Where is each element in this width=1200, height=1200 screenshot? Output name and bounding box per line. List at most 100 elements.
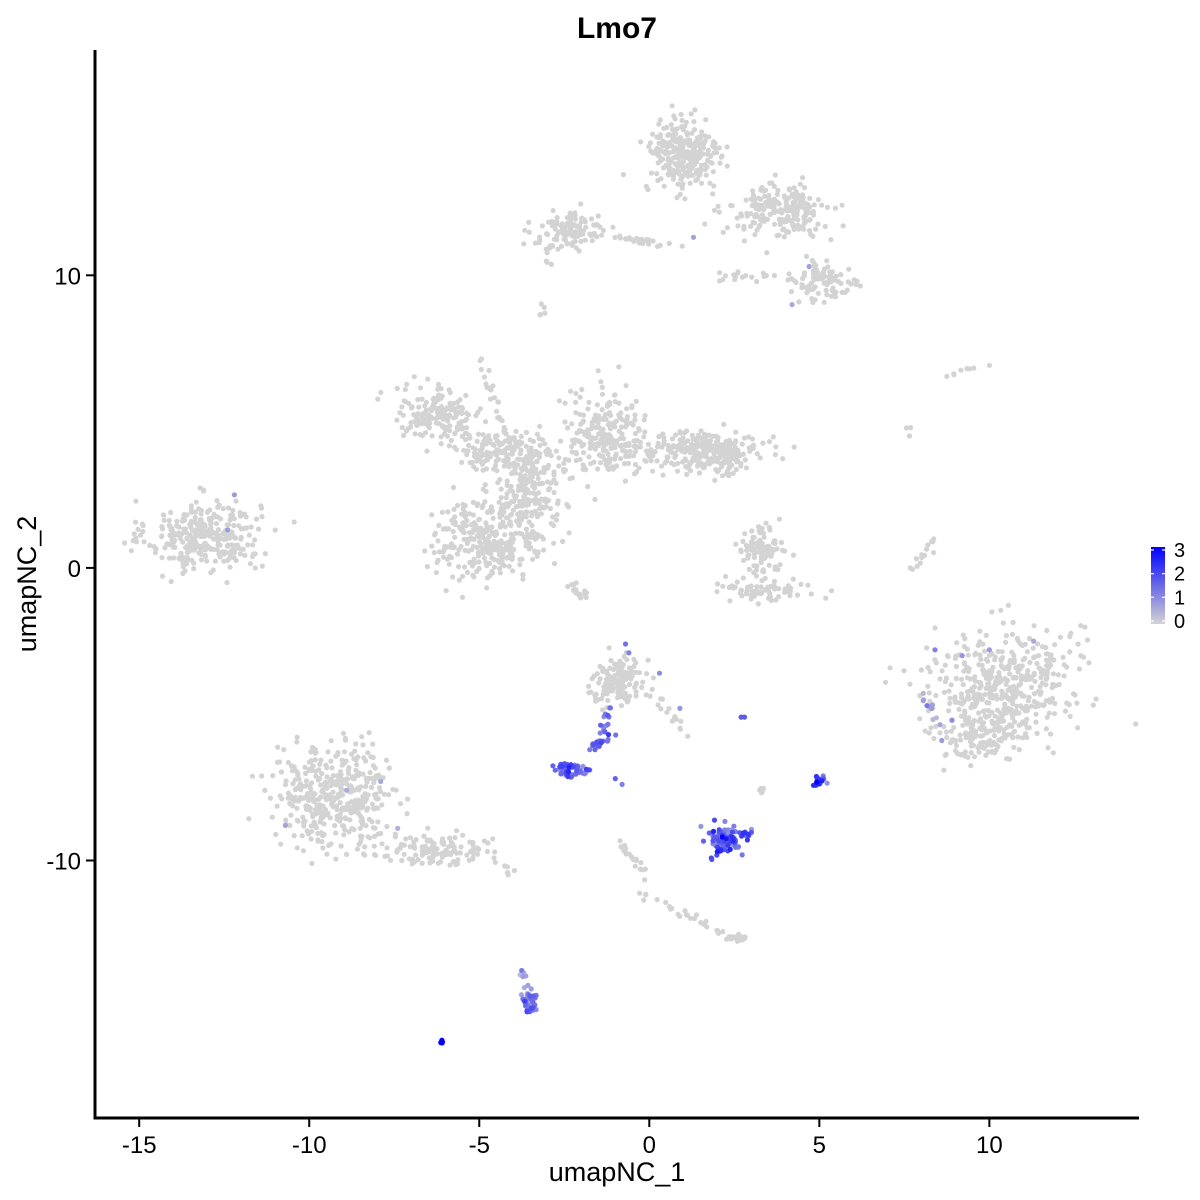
data-point <box>470 856 476 862</box>
data-point <box>1035 688 1041 695</box>
data-point <box>312 757 318 763</box>
data-point <box>636 427 642 433</box>
data-point <box>295 772 301 778</box>
data-point <box>689 432 695 438</box>
data-point <box>487 439 493 445</box>
data-point <box>184 544 191 550</box>
data-point <box>739 441 745 447</box>
data-point <box>763 273 769 279</box>
data-point <box>674 443 680 449</box>
data-point <box>491 855 497 861</box>
data-point <box>578 238 584 244</box>
data-point <box>617 674 623 680</box>
data-point <box>536 240 542 246</box>
data-point <box>677 726 684 732</box>
data-point <box>296 776 302 782</box>
data-point <box>745 831 751 837</box>
data-point <box>577 591 583 598</box>
data-point <box>581 771 588 777</box>
data-point <box>944 373 950 379</box>
data-point <box>711 207 718 213</box>
data-point <box>361 755 367 761</box>
data-point <box>162 545 168 551</box>
data-point <box>704 924 710 930</box>
data-point <box>529 556 536 562</box>
data-point <box>595 697 601 703</box>
data-point <box>956 706 962 712</box>
data-point <box>977 716 984 722</box>
data-point <box>415 397 421 403</box>
data-point <box>968 729 975 735</box>
data-point <box>392 831 398 837</box>
data-point <box>231 555 237 561</box>
data-point <box>717 160 723 166</box>
data-point <box>588 461 594 467</box>
data-point <box>959 653 965 659</box>
data-point <box>997 717 1003 723</box>
data-point <box>479 441 486 447</box>
data-point <box>407 835 413 841</box>
data-point <box>556 463 562 469</box>
data-point <box>971 684 978 690</box>
data-point <box>250 551 257 557</box>
data-point <box>806 283 812 289</box>
data-point <box>508 544 514 550</box>
data-point <box>454 447 460 453</box>
data-point <box>474 451 480 458</box>
data-point <box>444 433 450 439</box>
data-point <box>429 512 435 518</box>
data-point <box>230 507 236 513</box>
data-point <box>580 412 587 418</box>
data-point <box>709 160 715 166</box>
data-point <box>1051 711 1058 717</box>
data-point <box>791 444 797 450</box>
data-point <box>480 502 486 508</box>
data-point <box>319 831 325 837</box>
data-point <box>476 553 482 559</box>
data-point <box>723 836 729 842</box>
data-point <box>642 413 648 419</box>
data-point <box>397 410 403 416</box>
data-point <box>430 841 436 847</box>
data-point <box>494 531 500 537</box>
data-point <box>521 534 528 541</box>
scatter-points <box>122 103 1139 1046</box>
data-point <box>706 134 712 140</box>
data-point <box>977 628 983 634</box>
data-point <box>972 702 978 709</box>
data-point <box>1050 681 1056 688</box>
data-point <box>664 709 670 715</box>
data-point <box>647 140 654 146</box>
data-point <box>802 205 808 211</box>
data-point <box>505 456 511 462</box>
data-point <box>319 815 325 821</box>
data-point <box>669 436 676 442</box>
data-point <box>256 526 262 532</box>
data-point <box>791 185 797 191</box>
data-point <box>573 589 579 595</box>
data-point <box>541 470 547 476</box>
data-point <box>202 524 208 530</box>
data-point <box>430 858 436 864</box>
data-point <box>968 763 974 769</box>
data-point <box>799 197 805 203</box>
data-point <box>937 722 943 728</box>
data-point <box>725 842 731 848</box>
data-point <box>577 226 583 232</box>
data-point <box>581 441 587 448</box>
data-point <box>522 227 528 233</box>
data-point <box>683 458 689 464</box>
data-point <box>294 845 300 851</box>
data-point <box>690 150 696 156</box>
data-point <box>341 760 347 766</box>
data-point <box>986 652 993 659</box>
data-point <box>613 732 619 738</box>
data-point <box>406 400 412 406</box>
data-point <box>182 517 188 523</box>
data-point <box>824 780 830 786</box>
data-point <box>832 277 838 283</box>
data-point <box>677 430 683 436</box>
data-point <box>815 269 821 275</box>
data-point <box>810 782 817 788</box>
data-point <box>198 511 204 517</box>
